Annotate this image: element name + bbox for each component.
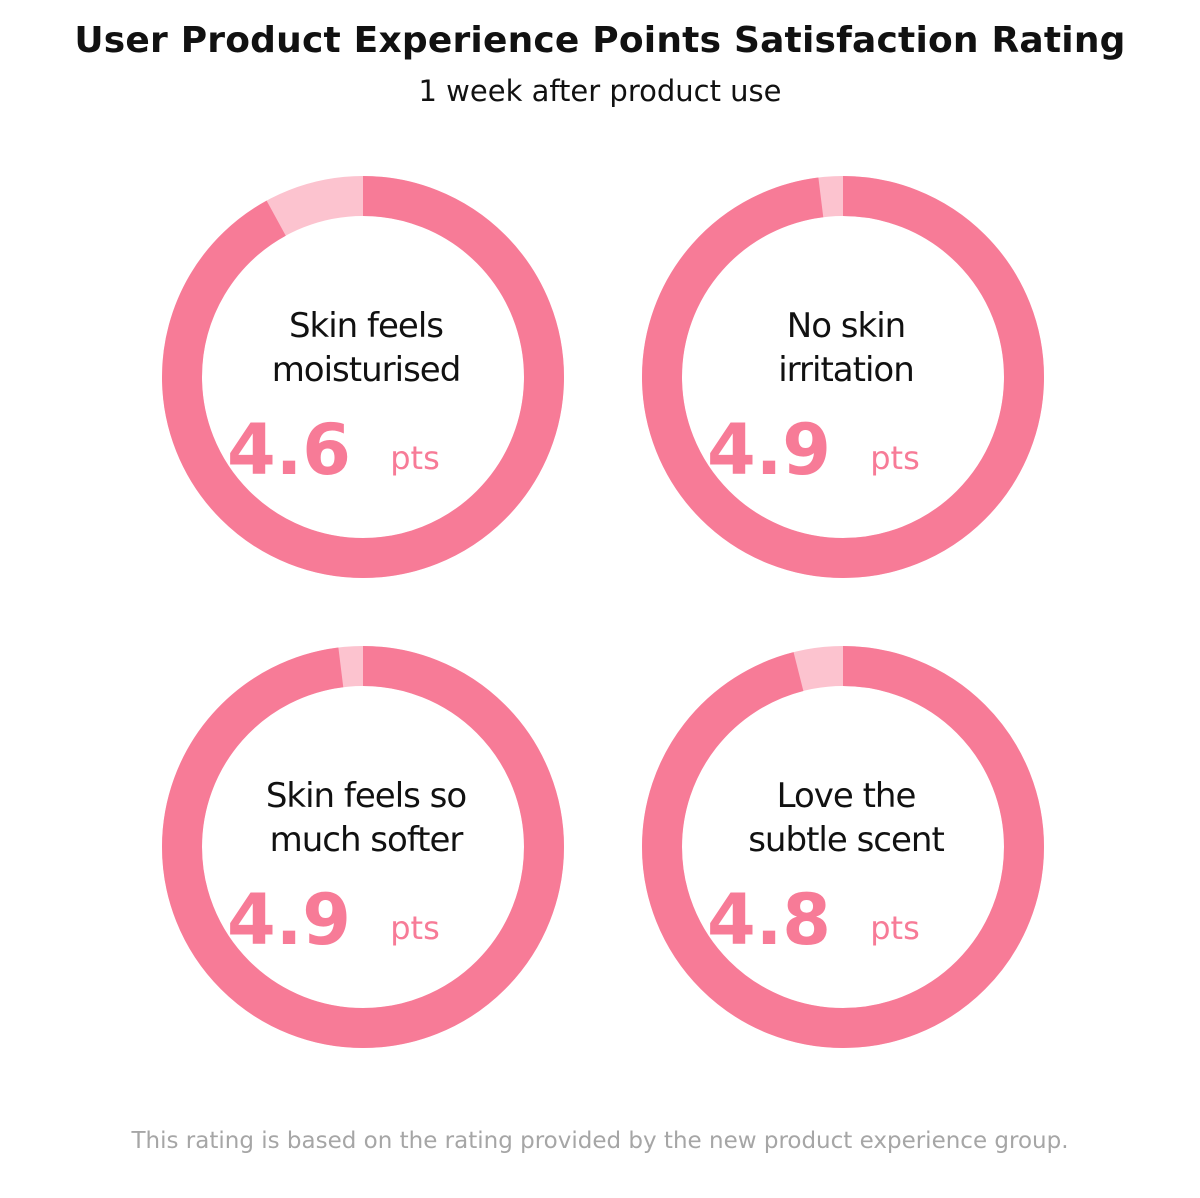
donut-value-arc (642, 646, 1044, 1048)
donut-label: subtle scent (748, 820, 944, 860)
donut-value-arc (162, 176, 564, 578)
donut-unit: pts (390, 439, 440, 477)
chart-title: User Product Experience Points Satisfact… (74, 20, 1126, 61)
donut-value-arc (642, 176, 1044, 578)
donut-value: 4.6 (227, 409, 351, 491)
chart-subtitle: 1 week after product use (418, 74, 782, 108)
donut-unit: pts (390, 909, 440, 947)
donut-value-arc (162, 646, 564, 1048)
footnote: This rating is based on the rating provi… (131, 1128, 1069, 1154)
donut-label: No skin (787, 306, 905, 346)
donut-value: 4.9 (227, 879, 351, 961)
donut-label: moisturised (272, 350, 461, 390)
donut-unit: pts (870, 909, 920, 947)
donut-unit: pts (870, 439, 920, 477)
donut-value: 4.9 (707, 409, 831, 491)
donut-label: Skin feels (289, 306, 443, 346)
donut-label: irritation (778, 350, 914, 390)
donut-label: much softer (270, 820, 464, 860)
donut-label: Love the (777, 776, 916, 816)
donut-value: 4.8 (707, 879, 831, 961)
donut-label: Skin feels so (266, 776, 466, 816)
